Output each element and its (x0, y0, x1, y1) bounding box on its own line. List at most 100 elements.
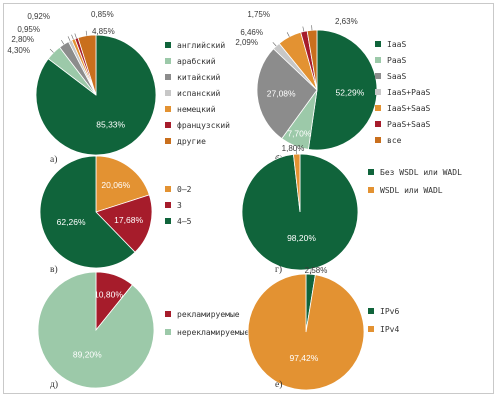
slice-value-label: 27,08% (267, 88, 296, 98)
legend-swatch (375, 105, 381, 111)
leader-line (49, 48, 54, 53)
leader-line (85, 30, 88, 36)
chart-caption: г) (275, 264, 282, 275)
slice-value-label: 85,33% (96, 120, 125, 130)
legend-swatch (165, 186, 171, 192)
legend-swatch (375, 41, 381, 47)
slice-value-label: 4,85% (92, 27, 115, 36)
legend-label: IPv4 (380, 325, 399, 334)
legend-swatch (165, 138, 171, 144)
pie-slice (37, 271, 155, 389)
slice-value-label: 2,58% (305, 266, 328, 275)
legend-label: китайский (177, 73, 221, 82)
legend-label: PaaS+SaaS (387, 120, 431, 129)
pie-slice (306, 29, 318, 91)
legend-label: рекламируемые (177, 310, 240, 319)
legend-swatch (165, 106, 171, 112)
legend-label: 0–2 (177, 185, 192, 194)
slice-value-label: 10,80% (94, 289, 123, 299)
slice-value-label: 7,70% (287, 128, 312, 138)
legend-label: 4–5 (177, 217, 192, 226)
pie-slice (39, 155, 136, 269)
legend-swatch (375, 89, 381, 95)
legend-label: нерекламируемые (177, 328, 249, 337)
chart-caption: в) (50, 264, 58, 275)
slice-value-label: 17,68% (114, 215, 143, 225)
legend-swatch (368, 169, 374, 175)
legend-swatch (165, 122, 171, 128)
slice-value-label: 20,06% (101, 180, 130, 190)
pie-slice (247, 273, 365, 391)
pie-chart-2: 52,29% 7,70% 27,08% 2,09%6,46% 1,75% 2,63% Iaa… (235, 10, 430, 165)
legend: Без WSDL или WADL WSDL или WADL (368, 168, 462, 195)
legend-swatch (165, 90, 171, 96)
legend-label: Без WSDL или WADL (380, 168, 462, 177)
legend-label: другие (177, 137, 206, 146)
slice-value-label: 6,46% (240, 28, 263, 37)
legend-swatch (375, 57, 381, 63)
slice-value-label: 2,80% (11, 35, 34, 44)
leader-line (67, 36, 71, 42)
legend-label: PaaS (387, 56, 406, 65)
leader-line (272, 42, 277, 47)
legend-swatch (165, 74, 171, 80)
legend-label: все (387, 136, 402, 145)
pie-chart-6: 2,58% 97,42% IPv6 IPv4 е) (247, 266, 399, 391)
legend: рекламируемые нерекламируемые (165, 310, 249, 337)
slice-value-label: 0,95% (17, 25, 40, 34)
leader-line (286, 32, 290, 37)
pie-chart-3: 20,06% 17,68% 62,26% 0–2 3 4–5 в) (39, 155, 192, 275)
legend-label: IaaS (387, 40, 406, 49)
pie-chart-4: 98,20% 1,80% Без WSDL или WADL WSDL или WAD… (241, 144, 462, 275)
legend: английский арабский китайский испанский неме… (165, 41, 230, 146)
legend-label: IaaS+PaaS (387, 88, 431, 97)
slice-value-label: 97,42% (289, 353, 318, 363)
leader-line (61, 39, 65, 45)
legend-swatch (368, 187, 374, 193)
legend-label: SaaS (387, 72, 406, 81)
chart-caption: д) (50, 379, 58, 390)
legend-swatch (165, 202, 171, 208)
slice-value-label: 4,30% (7, 46, 30, 55)
legend-label: английский (177, 41, 225, 50)
leader-line (302, 26, 305, 32)
legend-label: французский (177, 121, 230, 130)
legend-label: IPv6 (380, 307, 399, 316)
legend-label: IaaS+SaaS (387, 104, 431, 113)
slice-value-label: 52,29% (335, 87, 364, 97)
slice-value-label: 89,20% (73, 350, 102, 360)
slice-value-label: 98,20% (287, 233, 316, 243)
leader-line (71, 34, 74, 40)
leader-line (74, 33, 77, 39)
legend-swatch (165, 311, 171, 317)
legend-swatch (375, 121, 381, 127)
pie-slice (256, 48, 318, 140)
legend-swatch (165, 329, 171, 335)
legend-swatch (375, 73, 381, 79)
slice-value-label: 2,09% (235, 38, 258, 47)
slice-value-label: 0,92% (27, 12, 50, 21)
legend-swatch (368, 326, 374, 332)
pie-slice (95, 155, 150, 213)
legend-label: арабский (177, 56, 216, 66)
pie-chart-5: 10,80% 89,20% рекламируемые нерекламируемые… (37, 271, 249, 390)
legend-label: 3 (177, 201, 182, 210)
chart-caption: а) (50, 154, 57, 165)
legend-swatch (368, 308, 374, 314)
legend: IPv6 IPv4 (368, 307, 399, 334)
legend-label: WSDL или WADL (380, 186, 443, 195)
slice-value-label: 2,63% (335, 17, 358, 26)
legend: 0–2 3 4–5 (165, 185, 192, 226)
legend-swatch (375, 137, 381, 143)
legend-swatch (165, 58, 171, 64)
legend-swatch (165, 42, 171, 48)
legend-swatch (165, 218, 171, 224)
legend: IaaS PaaS SaaS IaaS+PaaS IaaS+SaaS PaaS+SaaS в… (375, 40, 431, 145)
slice-value-label: 0,85% (91, 10, 114, 19)
pie-slice (95, 194, 153, 253)
legend-label: немецкий (177, 105, 216, 114)
slice-value-label: 1,75% (247, 10, 270, 19)
legend-label: испанский (177, 89, 221, 98)
slice-value-label: 1,80% (282, 144, 305, 153)
